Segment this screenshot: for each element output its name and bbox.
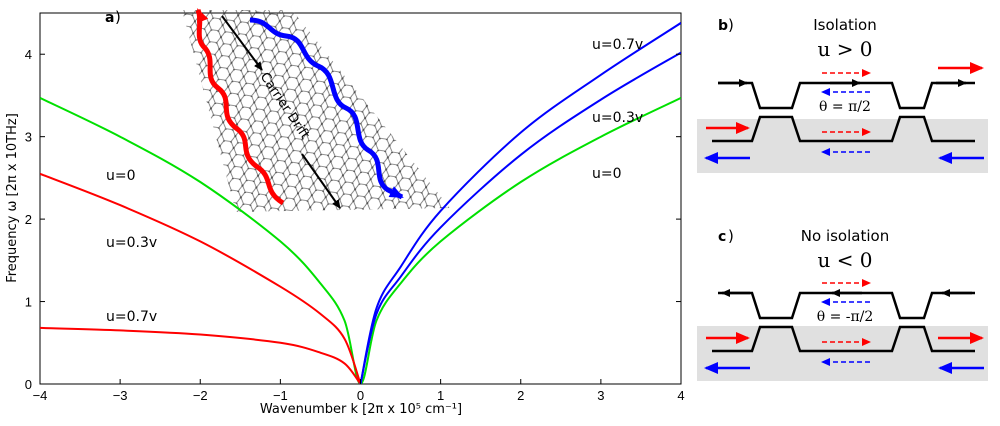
- label-u0-left: u=0: [106, 168, 136, 184]
- panel-b-lower-waveguide: [712, 115, 975, 143]
- x-tick-label: −4: [33, 388, 48, 403]
- panel-c-shade: [697, 326, 988, 381]
- x-tick-label: −3: [113, 388, 128, 403]
- x-tick-label: −1: [273, 388, 288, 403]
- series-line-4: [359, 22, 681, 384]
- panel-b-paren: ): [728, 16, 734, 34]
- panel-c-lower-waveguide: [712, 325, 975, 353]
- y-tick-label: 4: [25, 47, 32, 62]
- label-u03-right: u=0.3v: [592, 110, 643, 126]
- y-tick-label: 3: [25, 130, 32, 145]
- graphene-inset: Carrier Drift: [182, 8, 450, 212]
- panel-b-title: Isolation: [813, 16, 877, 34]
- panel-c-condition: u < 0: [817, 248, 872, 272]
- x-axis-label: Wavenumber k [2π x 10⁵ cm⁻¹]: [260, 402, 462, 417]
- red-wave-arrow: [195, 8, 285, 206]
- y-tick-label: 2: [25, 212, 32, 227]
- y-tick-label: 1: [25, 295, 32, 310]
- panel-c-letter: c: [718, 229, 726, 245]
- panel-b-theta: θ = π/2: [819, 99, 871, 115]
- y-axis-label: Frequency ω [2π x 10THz]: [5, 113, 20, 283]
- series-line-2: [359, 51, 681, 384]
- x-tick-label: −2: [193, 388, 208, 403]
- panel-b-condition: u > 0: [817, 37, 872, 61]
- series-line-0: [40, 97, 681, 384]
- panel-c-paren: ): [728, 227, 734, 245]
- panel-c-title: No isolation: [801, 227, 889, 245]
- x-tick-label: 3: [597, 388, 604, 403]
- panel-a-letter: a: [105, 10, 114, 26]
- panel-c: c ) No isolation u < 0 θ = -π/2: [697, 227, 988, 381]
- label-u07-right: u=0.7v: [592, 37, 643, 53]
- series-line-3: [40, 326, 362, 384]
- label-u03-left: u=0.3v: [106, 235, 157, 251]
- ticks: −4 −3 −2 −1 0 1 2 3 4 0 1 2 3 4: [25, 47, 685, 403]
- series-line-1: [40, 172, 362, 384]
- drift-arrow-top: [221, 15, 263, 71]
- curves: [40, 22, 681, 384]
- panel-b-letter: b: [718, 18, 728, 34]
- blue-wave-arrow: [249, 17, 404, 200]
- y-tick-label: 0: [25, 377, 32, 392]
- x-tick-label: 0: [357, 388, 364, 403]
- panel-a: Carrier Drift −4 −3 −2 −1 0 1 2 3 4 0 1 2 3 4 a ) u=0…: [5, 8, 685, 417]
- panel-b: b ) Isolation u > 0 θ = π/2: [697, 16, 988, 173]
- label-u07-left: u=0.7v: [106, 309, 157, 325]
- x-tick-label: 4: [677, 388, 684, 403]
- label-u0-right: u=0: [592, 166, 622, 182]
- drift-arrow-bottom: [301, 153, 341, 209]
- panel-c-theta: θ = -π/2: [817, 309, 874, 325]
- x-tick-label: 2: [517, 388, 524, 403]
- panel-a-paren: ): [115, 8, 121, 26]
- x-tick-label: 1: [437, 388, 444, 403]
